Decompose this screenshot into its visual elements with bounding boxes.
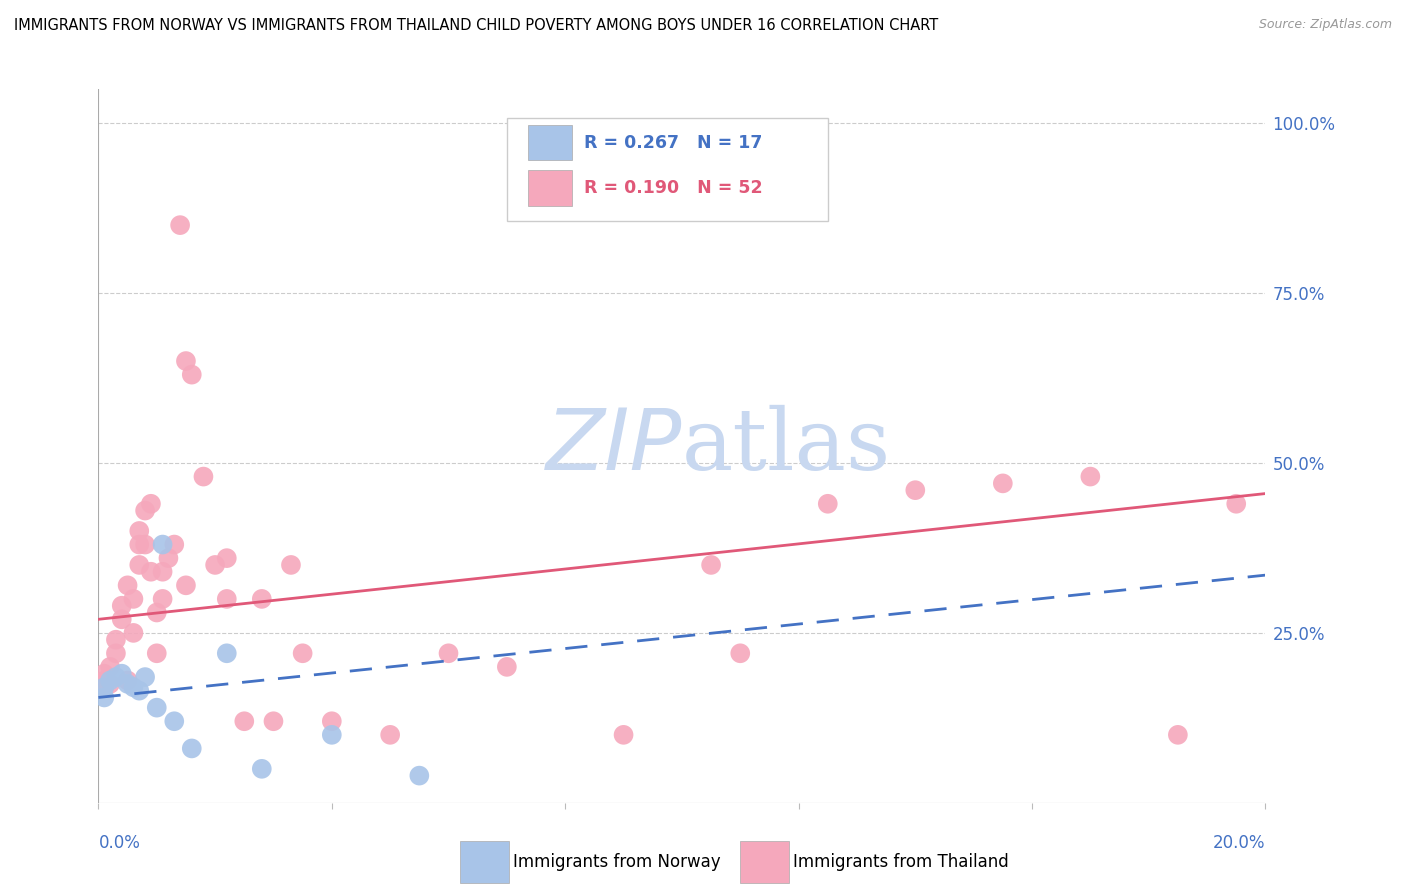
Point (1225, 497, 1247, 511)
Point (128, 558, 150, 572)
Text: atlas: atlas (682, 404, 891, 488)
Point (280, 558, 302, 572)
Point (93, 680, 115, 694)
Point (163, 537, 186, 551)
Point (134, 537, 156, 551)
FancyBboxPatch shape (527, 170, 572, 206)
Point (233, 714, 256, 729)
Point (169, 218, 191, 232)
Text: R = 0.190   N = 52: R = 0.190 N = 52 (583, 179, 762, 197)
Point (104, 670, 127, 684)
Point (180, 741, 202, 756)
Text: Immigrants from Norway: Immigrants from Norway (513, 853, 720, 871)
FancyBboxPatch shape (506, 118, 828, 221)
Point (193, 469, 215, 483)
Point (215, 646, 238, 660)
Point (146, 646, 169, 660)
Text: 0.0%: 0.0% (98, 834, 141, 852)
Point (139, 497, 162, 511)
Point (104, 632, 127, 647)
Point (128, 524, 150, 538)
Text: IMMIGRANTS FROM NORWAY VS IMMIGRANTS FROM THAILAND CHILD POVERTY AMONG BOYS UNDE: IMMIGRANTS FROM NORWAY VS IMMIGRANTS FRO… (14, 18, 938, 33)
Point (1080, 469, 1102, 483)
Point (180, 368, 202, 382)
Point (262, 714, 284, 729)
Text: Source: ZipAtlas.com: Source: ZipAtlas.com (1258, 18, 1392, 31)
Point (174, 354, 197, 368)
Text: R = 0.267   N = 17: R = 0.267 N = 17 (583, 134, 762, 152)
Point (700, 558, 723, 572)
Point (93, 690, 115, 705)
Point (437, 646, 460, 660)
Point (152, 565, 174, 579)
Point (215, 591, 238, 606)
Point (128, 683, 150, 698)
Point (98, 673, 121, 688)
Point (117, 578, 139, 592)
Point (612, 728, 634, 742)
Point (250, 762, 273, 776)
FancyBboxPatch shape (741, 840, 789, 883)
Text: Immigrants from Thailand: Immigrants from Thailand (793, 853, 1008, 871)
Point (174, 578, 197, 592)
Point (250, 591, 273, 606)
Point (111, 666, 134, 681)
Point (291, 646, 314, 660)
Point (134, 503, 156, 517)
Point (111, 599, 134, 613)
Point (122, 626, 145, 640)
Point (111, 612, 134, 626)
Text: 20.0%: 20.0% (1213, 834, 1265, 852)
FancyBboxPatch shape (527, 125, 572, 161)
Text: ZIP: ZIP (546, 404, 682, 488)
Point (139, 565, 162, 579)
Point (728, 646, 751, 660)
Point (152, 591, 174, 606)
Point (117, 677, 139, 691)
Point (321, 728, 343, 742)
FancyBboxPatch shape (460, 840, 509, 883)
Point (408, 769, 430, 783)
Point (104, 646, 127, 660)
Point (146, 700, 169, 714)
Point (204, 558, 226, 572)
Point (93, 666, 115, 681)
Point (98, 660, 121, 674)
Point (93, 680, 115, 694)
Point (122, 680, 145, 694)
Point (128, 537, 150, 551)
Point (378, 728, 402, 742)
Point (93, 673, 115, 688)
Point (1167, 728, 1189, 742)
Point (904, 483, 927, 498)
Point (134, 670, 156, 684)
Point (117, 673, 139, 688)
Point (122, 591, 145, 606)
Point (163, 714, 186, 729)
Point (98, 677, 121, 691)
Point (991, 476, 1014, 491)
Point (152, 537, 174, 551)
Point (321, 714, 343, 729)
Point (157, 551, 180, 566)
Point (817, 497, 839, 511)
Point (495, 660, 517, 674)
Point (215, 551, 238, 566)
Point (146, 606, 169, 620)
